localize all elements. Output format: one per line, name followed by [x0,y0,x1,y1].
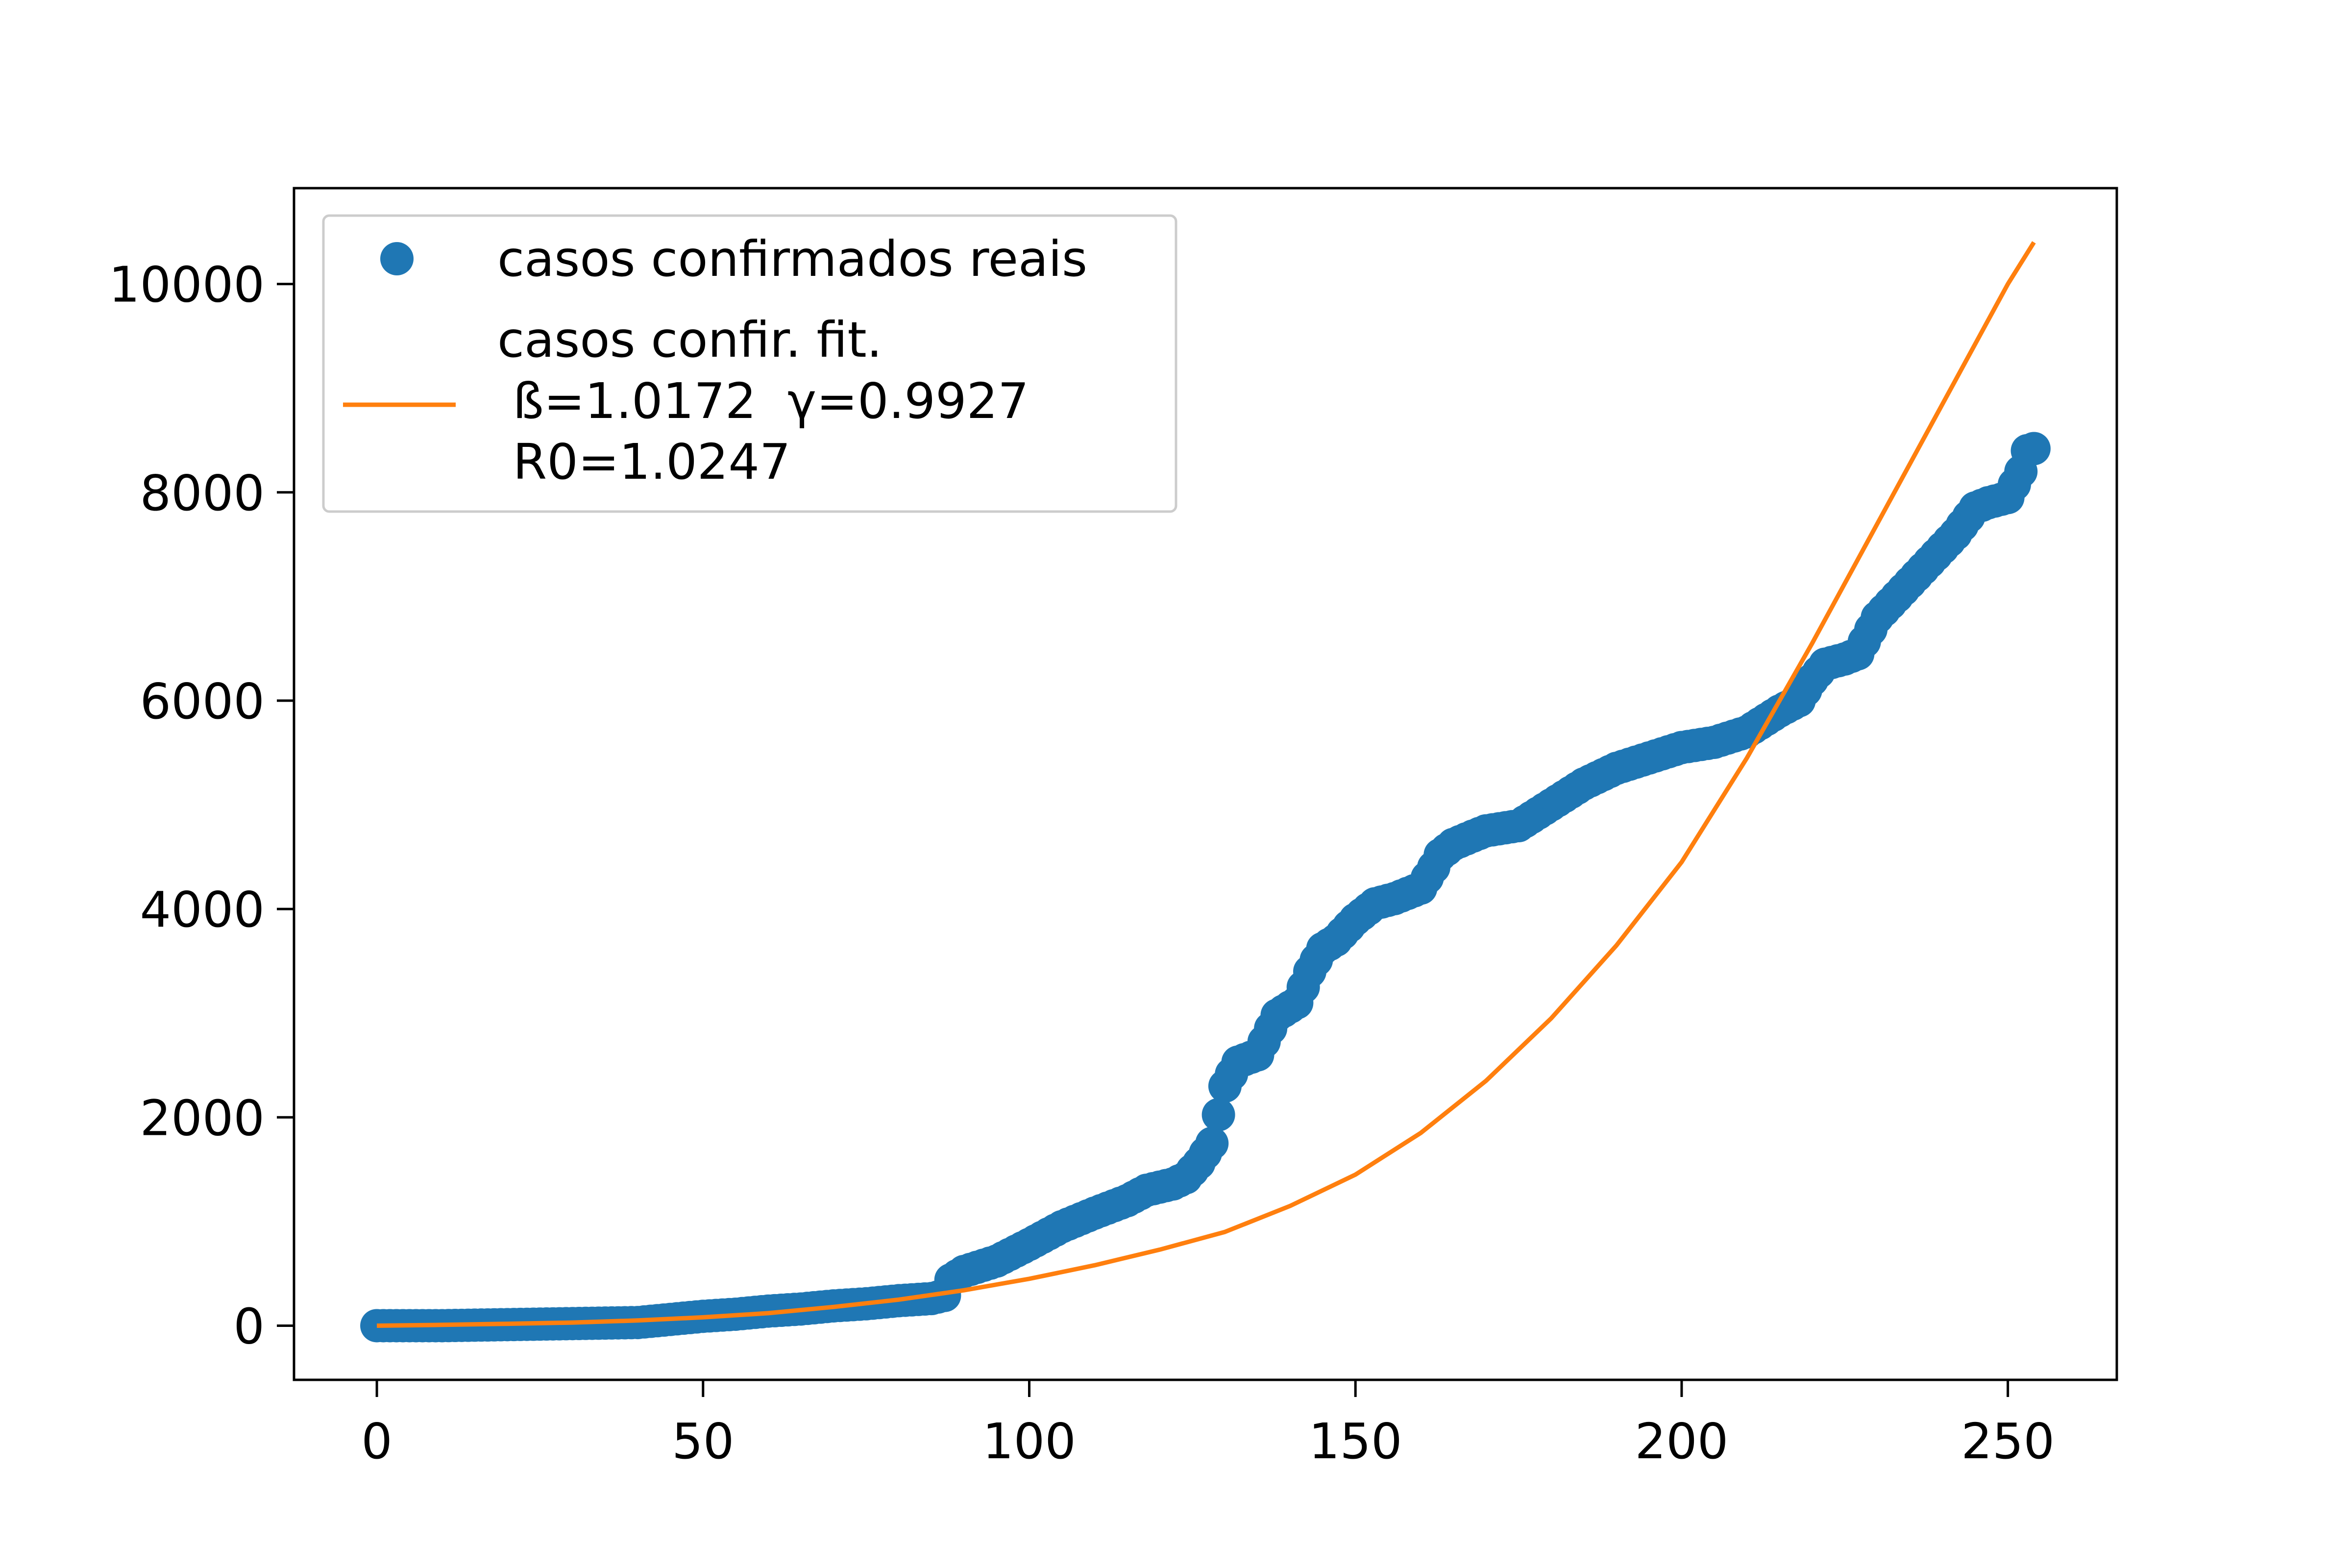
legend: casos confirmados reais casos confir. fi… [322,214,1177,513]
y-tick-label: 2000 [140,1089,265,1147]
plot-area [360,241,2051,1343]
x-tick-label: 100 [982,1413,1076,1470]
x-tick-label: 50 [672,1413,734,1470]
legend-label-scatter: casos confirmados reais [497,230,1087,288]
legend-label-fit-line2: ß=1.0172 γ=0.9927 [497,372,1029,430]
y-tick-label: 0 [233,1298,265,1355]
axis-ticks: 0 50 100 150 200 250 0 2000 4000 6000 8000 10000 [109,256,2055,1470]
axes-frame [293,187,2118,1381]
data-point [2017,432,2051,466]
x-tick-label: 250 [1961,1413,2055,1470]
legend-label-fit-line3: R0=1.0247 [497,433,791,490]
legend-box [322,214,1177,513]
y-tick-label: 10000 [109,256,265,314]
x-tick-label: 200 [1635,1413,1729,1470]
x-tick-label: 0 [361,1413,392,1470]
fit-line [377,241,2036,1328]
x-tick-label: 150 [1309,1413,1402,1470]
y-tick-label: 6000 [140,673,265,730]
legend-marker-scatter [380,242,414,275]
data-point [1195,1127,1229,1160]
y-tick-label: 8000 [140,465,265,522]
legend-label-fit-line1: casos confir. fit. [497,311,882,368]
data-point [1201,1098,1235,1131]
y-tick-label: 4000 [140,881,265,938]
